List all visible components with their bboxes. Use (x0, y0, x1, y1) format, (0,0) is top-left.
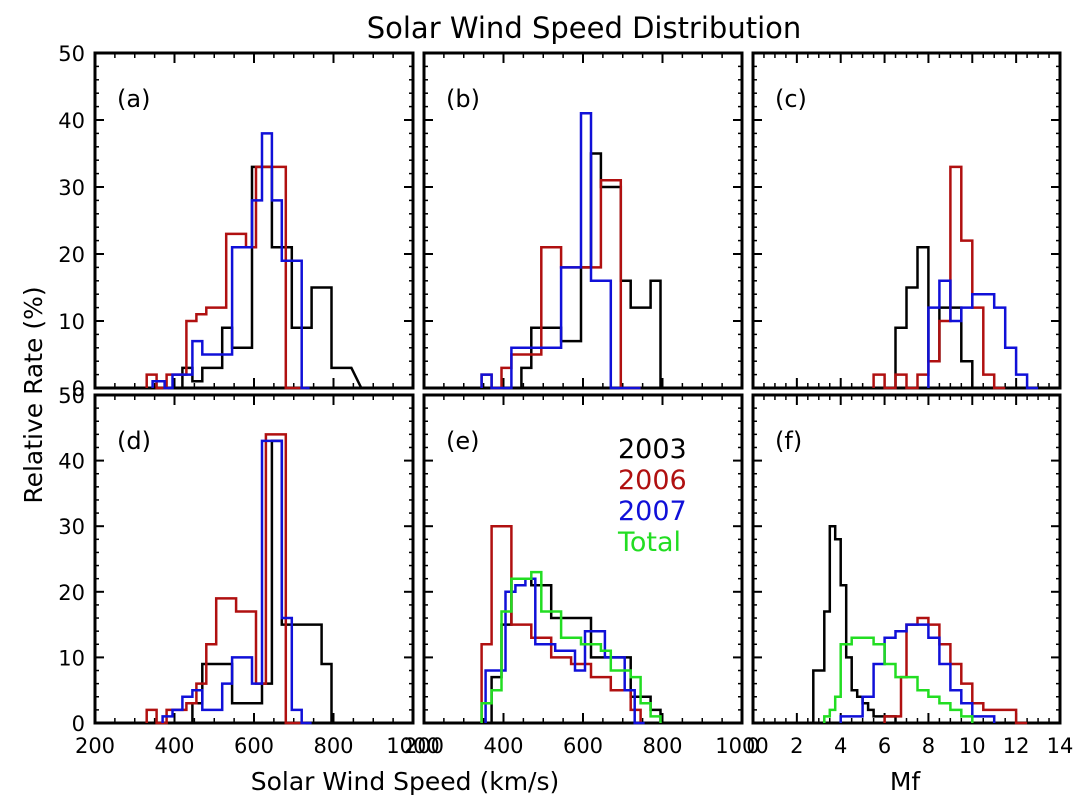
histogram-series-2003 (511, 152, 691, 390)
x-tick-label: 600 (563, 734, 603, 758)
x-tick-label: 12 (1003, 734, 1030, 758)
x-tick-label: 8 (922, 734, 935, 758)
x-tick-label: 800 (642, 734, 682, 758)
x-tick-label: 800 (313, 734, 353, 758)
histogram-series-total (480, 570, 662, 723)
panel-e: 200 400 600 800 1000 (e) (404, 393, 769, 758)
chart-title: Solar Wind Speed Distribution (367, 11, 802, 45)
panel-label: (c) (775, 85, 807, 113)
histogram-series-2006 (872, 165, 1006, 390)
histogram-series-2007 (151, 132, 310, 390)
legend-entry-2006: 2006 (618, 465, 687, 496)
panel-b: (b) (422, 51, 744, 390)
panel-f: 0 2 4 6 8 10 12 14 (f) (746, 393, 1074, 758)
x-tick-label: 0 (746, 734, 759, 758)
panel-label: (d) (117, 427, 151, 455)
histogram-series-2006 (480, 524, 642, 723)
panel-label: (b) (446, 85, 480, 113)
panel-label: (f) (775, 427, 802, 455)
histogram-series-2006 (883, 616, 1028, 725)
x-axis-label-speed: Solar Wind Speed (km/s) (251, 767, 560, 796)
histogram-series-2007 (839, 623, 996, 723)
y-tick-label: 40 (58, 109, 85, 133)
x-tick-label: 14 (1047, 734, 1074, 758)
x-tick-label: 1000 (386, 734, 439, 758)
histogram-series-2003 (812, 524, 907, 725)
x-tick-label: 600 (234, 734, 274, 758)
panel-c: (c) (751, 51, 1062, 390)
histogram-series-2003 (490, 577, 671, 725)
x-tick-label: 200 (404, 734, 444, 758)
histogram-series-2007 (484, 577, 645, 725)
histogram-series-2007 (161, 439, 312, 725)
y-tick-label: 0 (72, 712, 85, 736)
histogram-series-total (823, 636, 974, 723)
histogram-series-2006 (145, 433, 306, 725)
panel-label: (a) (117, 85, 150, 113)
y-tick-label: 50 (58, 384, 85, 408)
y-tick-label: 20 (58, 581, 85, 605)
y-tick-label: 30 (58, 176, 85, 200)
histogram-series-2007 (927, 279, 1039, 390)
y-tick-label: 20 (58, 243, 85, 267)
x-axis-label-mach: Mf (890, 767, 922, 796)
x-tick-label: 200 (75, 734, 115, 758)
histogram-series-2003 (191, 439, 342, 725)
legend-entry-2003: 2003 (618, 434, 687, 465)
legend-entry-total: Total (617, 527, 681, 558)
histogram-series-2006 (145, 165, 306, 390)
y-axis-label: Relative Rate (%) (19, 286, 48, 503)
panel-a: 0 10 20 30 40 50 (a) (58, 42, 415, 401)
panel-d: 0 10 20 30 40 50 200 400 600 800 1000 (d) (58, 384, 439, 758)
x-tick-label: 4 (834, 734, 847, 758)
x-tick-label: 400 (483, 734, 523, 758)
x-tick-label: 6 (878, 734, 891, 758)
histogram-series-2003 (894, 246, 995, 390)
x-tick-label: 2 (790, 734, 803, 758)
y-tick-label: 10 (58, 310, 85, 334)
x-tick-label: 400 (154, 734, 194, 758)
y-tick-label: 40 (58, 450, 85, 474)
x-tick-label: 10 (959, 734, 986, 758)
panel-label: (e) (446, 427, 480, 455)
y-tick-label: 50 (58, 42, 85, 66)
histogram-series-2007 (480, 112, 641, 390)
y-tick-label: 0 (72, 377, 85, 401)
x-tick-label: 1000 (715, 734, 768, 758)
y-tick-label: 10 (58, 646, 85, 670)
legend-entry-2007: 2007 (618, 496, 687, 527)
y-tick-label: 30 (58, 515, 85, 539)
